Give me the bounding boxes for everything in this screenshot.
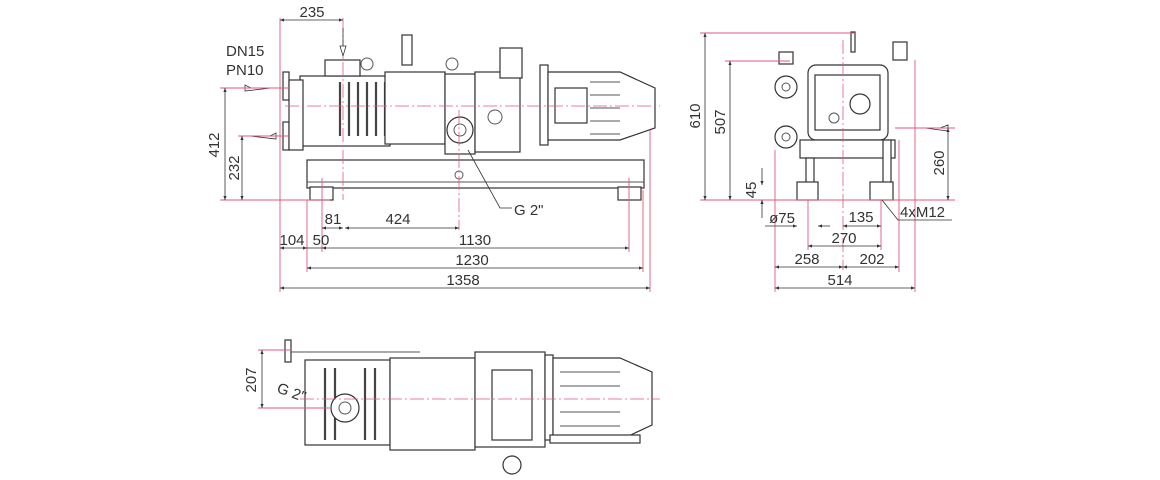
terminal-box xyxy=(554,87,588,124)
handwheel xyxy=(502,455,522,475)
pump-stage-2 xyxy=(384,71,446,145)
dim-507: 507 xyxy=(712,109,729,134)
flange-upper xyxy=(774,75,798,99)
dim-1230: 1230 xyxy=(455,252,488,269)
dim-260: 260 xyxy=(931,150,948,175)
dim-81: 81 xyxy=(325,211,342,228)
g2-port xyxy=(446,116,474,144)
valve-stem xyxy=(401,34,413,66)
thread-label: G 2" xyxy=(275,380,309,406)
bracket xyxy=(799,139,896,159)
dim-412: 412 xyxy=(206,132,223,157)
dim-232: 232 xyxy=(226,155,243,180)
pump-stage-2 xyxy=(389,357,476,451)
dim-610: 610 xyxy=(687,103,704,128)
thread-label: G 2" xyxy=(514,202,544,219)
dim-50: 50 xyxy=(313,232,330,249)
connection-pn-label: PN10 xyxy=(226,62,264,79)
side-cover xyxy=(491,369,533,441)
foot-left xyxy=(309,186,334,201)
dim-207: 207 xyxy=(243,367,260,392)
dim-202: 202 xyxy=(859,251,884,268)
dim-1358: 1358 xyxy=(446,272,479,289)
dim-258: 258 xyxy=(794,251,819,268)
foot-right xyxy=(617,186,642,201)
oil-separator xyxy=(499,47,523,79)
connection-dn-label: DN15 xyxy=(226,43,264,60)
valve-knob xyxy=(778,51,794,65)
inlet-top-arrow-icon xyxy=(339,28,347,58)
foot-right xyxy=(869,181,894,201)
oil-separator xyxy=(892,41,908,61)
flange-top xyxy=(284,339,292,363)
foot-left xyxy=(796,181,819,201)
flange-outlet xyxy=(282,71,290,101)
dim-424: 424 xyxy=(385,211,410,228)
dim-104: 104 xyxy=(279,232,304,249)
motor-flange xyxy=(544,354,554,441)
dim-1130: 1130 xyxy=(459,232,491,249)
dim-270: 270 xyxy=(831,230,856,247)
inlet-block xyxy=(324,59,361,77)
top-view: 207 G 2" xyxy=(243,339,660,475)
motor-flange xyxy=(539,64,549,146)
base-frame xyxy=(306,159,645,189)
coupling-housing xyxy=(474,71,521,153)
front-view: 235 DN15 PN10 412 232 81 424 104 50 1130… xyxy=(206,4,660,292)
flange-lower xyxy=(774,125,798,149)
dim-diameter-75: ø75 xyxy=(769,210,795,227)
foot-bolt-label: 4xM12 xyxy=(900,204,945,221)
base-edge xyxy=(549,434,641,444)
dim-45: 45 xyxy=(743,182,760,199)
side-view: 610 507 45 260 ø75 135 4xM12 270 258 202… xyxy=(687,31,955,292)
dim-514: 514 xyxy=(827,272,852,289)
g2-port xyxy=(330,393,360,423)
dim-135: 135 xyxy=(848,209,873,226)
dim-235: 235 xyxy=(299,4,324,21)
